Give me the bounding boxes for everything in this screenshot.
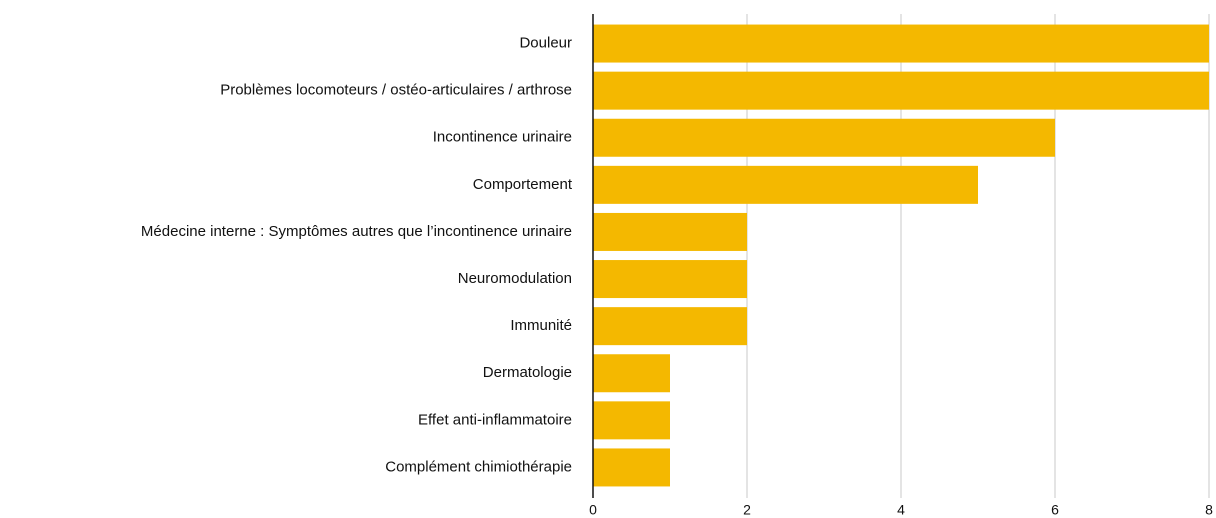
bar: [593, 260, 747, 299]
y-tick-label: Médecine interne : Symptômes autres que …: [141, 223, 572, 240]
bar: [593, 165, 978, 204]
bar: [593, 71, 1209, 110]
y-tick-label: Neuromodulation: [458, 270, 572, 287]
x-tick-label: 8: [1205, 502, 1213, 518]
x-tick-label: 0: [589, 502, 597, 518]
x-tick-label: 4: [897, 502, 905, 518]
y-tick-label: Dermatologie: [483, 364, 572, 381]
x-tick-label: 2: [743, 502, 751, 518]
y-tick-label: Immunité: [510, 317, 572, 334]
bar: [593, 212, 747, 251]
y-tick-label: Comportement: [473, 176, 573, 193]
bar: [593, 401, 670, 440]
bar: [593, 118, 1055, 157]
x-tick-label: 6: [1051, 502, 1059, 518]
bar: [593, 448, 670, 487]
y-tick-label: Problèmes locomoteurs / ostéo-articulair…: [220, 82, 572, 99]
bar: [593, 24, 1209, 63]
y-tick-label: Incontinence urinaire: [433, 129, 572, 146]
bar: [593, 354, 670, 393]
y-tick-label: Douleur: [519, 35, 572, 52]
y-tick-label: Complément chimiothérapie: [385, 458, 572, 475]
bar: [593, 307, 747, 346]
y-tick-label: Effet anti-inflammatoire: [418, 411, 572, 428]
